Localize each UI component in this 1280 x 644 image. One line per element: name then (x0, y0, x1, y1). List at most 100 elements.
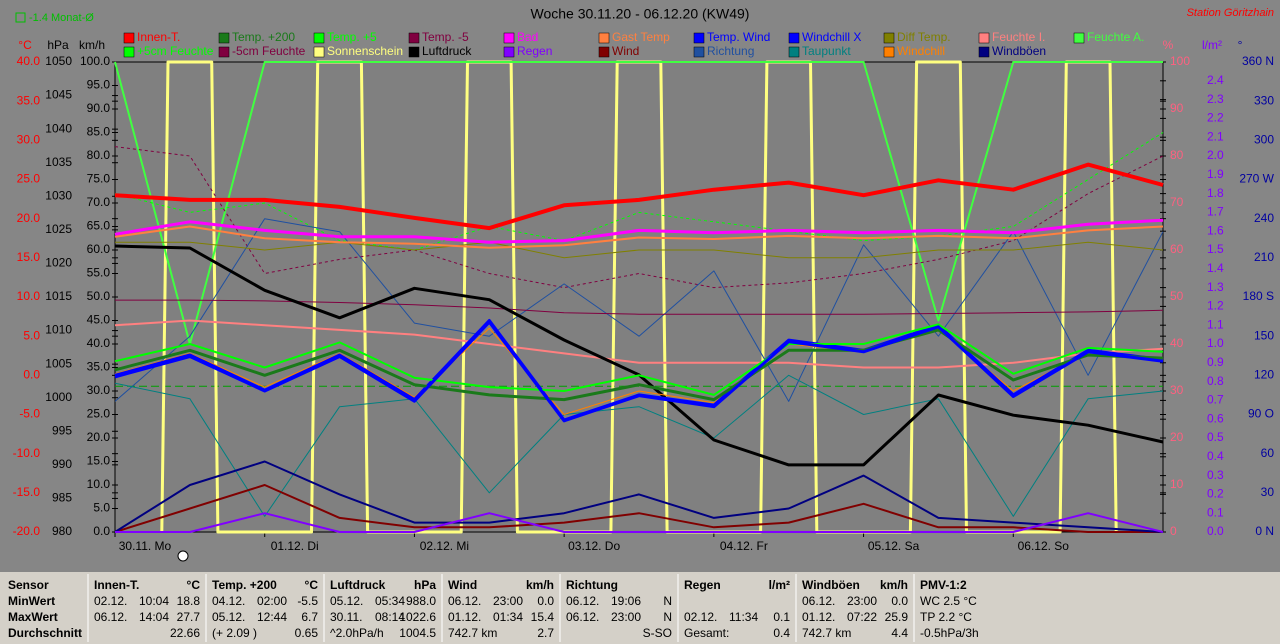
y-tick-label: 0 (1170, 524, 1177, 538)
y-tick-label: 35.0 (17, 93, 41, 107)
legend-label: Windböen (992, 44, 1046, 58)
table-cell: 07:22 (847, 610, 877, 624)
table-cell: (+ 2.09 ) (212, 626, 257, 640)
y-tick-label: 10.0 (17, 289, 41, 303)
table-cell: 12:44 (257, 610, 287, 624)
table-cell: N (663, 594, 672, 608)
table-cell: 0.0 (537, 594, 554, 608)
y-tick-label: 30.0 (87, 383, 111, 397)
y-tick-label: 30 (1261, 485, 1275, 499)
series-line (114, 328, 1164, 402)
table-cell: 06.12. (94, 610, 127, 624)
y-tick-label: 120 (1254, 368, 1274, 382)
y-tick-label: 5.0 (23, 328, 40, 342)
legend-label: Windchill X (802, 30, 861, 44)
y-tick-label: 0.7 (1207, 393, 1224, 407)
table-cell: TP 2.2 °C (920, 610, 972, 624)
legend-label: Temp. +200 (232, 30, 295, 44)
y-tick-label: 1.7 (1207, 205, 1224, 219)
table-cell: -0.5hPa/3h (920, 626, 979, 640)
series-line (115, 512, 1164, 533)
legend-label: -5cm Feuchte (232, 44, 306, 58)
table-cell: 18.8 (177, 594, 201, 608)
legend-swatch (978, 32, 990, 44)
series-line (114, 320, 1164, 423)
y-tick-label: 1045 (45, 88, 72, 102)
y-tick-label: 25.0 (87, 407, 111, 421)
y-tick-label: 70.0 (87, 195, 111, 209)
legend-swatch (883, 46, 895, 58)
group-header: Windböen (802, 578, 860, 592)
y-tick-label: 0.5 (1207, 430, 1224, 444)
table-cell: 6.7 (301, 610, 318, 624)
y-tick-label: 0.3 (1207, 468, 1224, 482)
y-tick-label: 1010 (45, 323, 72, 337)
table-cell: 01.12. (802, 610, 835, 624)
y-tick-label: 330 (1254, 93, 1274, 107)
y-tick-label: 40 (1170, 336, 1184, 350)
table-cell: 06.12. (566, 594, 599, 608)
y-tick-label: 1050 (45, 54, 72, 68)
legend-label: Richtung (707, 44, 754, 58)
y-tick-label: 2.0 (1207, 148, 1224, 162)
table-cell: -5.5 (297, 594, 318, 608)
table-cell: N (663, 610, 672, 624)
series-line (114, 460, 1164, 533)
stats-table: Sensor MinWert MaxWert Durchschnitt Innen-T.… (0, 572, 1280, 644)
y-tick-label: 30.0 (17, 133, 41, 147)
legend-swatch (693, 46, 705, 58)
y-tick-label: 95.0 (87, 78, 111, 92)
y-tick-label: 300 (1254, 133, 1274, 147)
series-line (114, 484, 1163, 533)
y-tick-label: 1.9 (1207, 167, 1224, 181)
legend-label: Regen (517, 44, 552, 58)
legend-swatch (503, 46, 515, 58)
group-header: PMV-1:2 (920, 578, 967, 592)
table-cell: 01.12. (448, 610, 481, 624)
table-cell: 02.12. (684, 610, 717, 624)
series-line (114, 225, 1164, 249)
y-tick-label: 2.3 (1207, 92, 1224, 106)
row-label: MinWert (8, 594, 55, 608)
table-cell: 02.12. (94, 594, 127, 608)
table-cell: 742.7 km (802, 626, 851, 640)
y-tick-label: 80.0 (87, 148, 111, 162)
legend-label: Bad (517, 30, 538, 44)
series-line (114, 374, 1164, 517)
x-tick-label: 03.12. Do (568, 539, 620, 553)
y-tick-label: 0 N (1255, 524, 1274, 538)
table-cell: 0.1 (773, 610, 790, 624)
x-tick-label: 02.12. Mi (420, 539, 469, 553)
y-tick-label: 1.0 (1207, 336, 1224, 350)
y-tick-label: 20.0 (87, 430, 111, 444)
y-tick-label: 50.0 (87, 289, 111, 303)
y-tick-label: 1005 (45, 356, 72, 370)
y-tick-label: 100 (1170, 54, 1190, 68)
y-tick-label: 990 (52, 457, 72, 471)
y-tick-label: 180 S (1243, 289, 1274, 303)
y-tick-label: 150 (1254, 328, 1274, 342)
y-tick-label: 90 O (1248, 407, 1274, 421)
group-header: Wind (448, 578, 477, 592)
row-label: MaxWert (8, 610, 58, 624)
y-tick-label: 10.0 (87, 477, 111, 491)
series-line (114, 218, 1164, 244)
group-unit: km/h (526, 578, 554, 592)
legend-label: Wind (612, 44, 639, 58)
y-tick-label: 45.0 (87, 313, 111, 327)
legend-swatch (978, 46, 990, 58)
y-tick-label: 1.2 (1207, 299, 1224, 313)
y-tick-label: 2.4 (1207, 73, 1224, 87)
legend-label: Feuchte A. (1087, 30, 1144, 44)
y-tick-label: 35.0 (87, 360, 111, 374)
legend-label: Taupunkt (802, 44, 851, 58)
legend-label: +5cm Feuchte (137, 44, 214, 58)
table-cell: 04.12. (212, 594, 245, 608)
y-tick-label: 1020 (45, 256, 72, 270)
table-cell: 23:00 (493, 594, 523, 608)
y-tick-label: 15.0 (87, 454, 111, 468)
legend-swatch (408, 46, 420, 58)
y-tick-label: 0.4 (1207, 449, 1224, 463)
group-unit: °C (187, 578, 201, 592)
series-line (114, 146, 1164, 289)
